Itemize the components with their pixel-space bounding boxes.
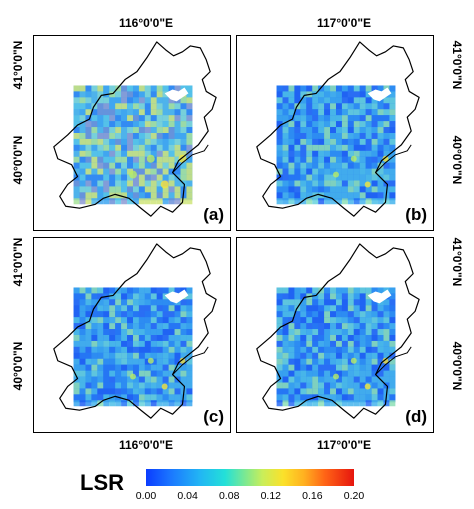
map-svg-b: [256, 41, 420, 217]
district-line-1: [172, 144, 209, 173]
hotspot-2-2: [333, 171, 339, 178]
district-line-2: [375, 144, 412, 173]
colorbar-tick-3: 0.12: [260, 490, 282, 502]
map-svg-c: [53, 243, 217, 419]
nodata-patch-1: [164, 87, 189, 102]
lat-label-left-41-bottom: 41°0'0"N: [11, 237, 25, 287]
lat-label-right-41-bottom: 41°0'0"N: [450, 237, 464, 287]
hotspot-1-2: [129, 170, 137, 179]
colorbar-tick-1: 0.04: [177, 490, 198, 502]
colorbar-tick-0: 0.00: [135, 490, 157, 502]
lat-label-right-41-top: 41°0'0"N: [450, 40, 464, 90]
nodata-patch-2: [367, 87, 392, 102]
district-line-4: [375, 346, 412, 375]
hotspot-2-1: [382, 155, 389, 162]
panel-label-a: (a): [203, 205, 224, 224]
lon-label-top-117: 117°0'0"E: [316, 16, 372, 30]
beijing-boundary-4: [256, 243, 420, 419]
beijing-boundary-3: [53, 243, 217, 419]
map-svg-d: [256, 243, 420, 419]
colorbar-tick-5: 0.20: [343, 490, 365, 502]
colorbar: [146, 469, 354, 486]
hotspot-4-1: [382, 357, 389, 364]
raster-texture-3: [73, 287, 193, 407]
raster-texture-4: [276, 287, 396, 407]
lat-label-left-40-top: 40°0'0"N: [11, 135, 25, 185]
lat-label-left-41-top: 41°0'0"N: [11, 40, 25, 90]
map-panel-b: (b): [236, 35, 434, 231]
panel-label-b: (b): [405, 205, 427, 224]
hotspot-2-0: [350, 155, 357, 162]
lon-label-bottom-116: 116°0'0"E: [118, 438, 174, 452]
lat-label-right-40-bottom: 40°0'0"N: [450, 341, 464, 391]
map-panel-d: (d): [236, 237, 434, 433]
beijing-boundary-2: [256, 41, 420, 217]
panel-label-c: (c): [203, 407, 224, 426]
hotspot-2-3: [364, 181, 371, 188]
lat-label-left-40-bottom: 40°0'0"N: [11, 341, 25, 391]
hotspot-3-0: [147, 357, 154, 364]
hotspot-3-2: [130, 373, 136, 380]
nodata-patch-4: [367, 289, 392, 304]
colorbar-title: LSR: [80, 470, 124, 495]
panel-label-d: (d): [405, 407, 427, 426]
colorbar-tick-2: 0.08: [218, 490, 240, 502]
colorbar-tick-4: 0.16: [302, 490, 323, 502]
hotspot-1-3: [160, 180, 169, 189]
nodata-patch-3: [164, 289, 189, 304]
district-line-3: [172, 346, 209, 375]
hotspot-1-0: [146, 154, 155, 163]
hotspot-3-1: [179, 357, 186, 364]
lon-label-bottom-117: 117°0'0"E: [316, 438, 372, 452]
raster-texture-2: [276, 85, 396, 205]
raster-texture-1: [73, 85, 193, 205]
lon-label-top-116: 116°0'0"E: [118, 16, 174, 30]
map-panel-c: (c): [33, 237, 231, 433]
hotspot-4-3: [364, 383, 371, 390]
lat-label-right-40-top: 40°0'0"N: [450, 135, 464, 185]
hotspot-4-2: [333, 373, 339, 380]
map-svg-a: [53, 41, 217, 217]
hotspot-3-3: [161, 383, 168, 390]
hotspot-4-0: [350, 357, 357, 364]
map-panel-a: (a): [33, 35, 231, 231]
beijing-boundary-1: [53, 41, 217, 217]
